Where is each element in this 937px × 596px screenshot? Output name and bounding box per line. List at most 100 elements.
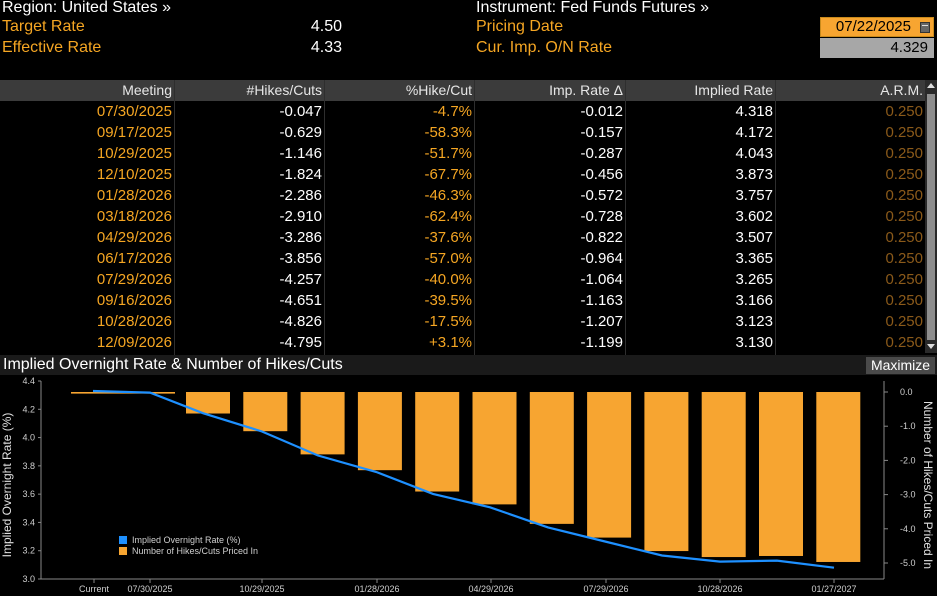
cell-imp-rate-delta: -1.207 xyxy=(580,313,623,330)
hikes-cuts-bar xyxy=(701,392,746,558)
col-implied-rate[interactable]: Implied Rate xyxy=(694,82,773,98)
hikes-cuts-bar xyxy=(587,392,632,538)
col-imp-rate-delta[interactable]: Imp. Rate Δ xyxy=(549,82,623,98)
pricing-date-label: Pricing Date xyxy=(476,18,564,35)
cell-imp-rate-delta: -0.012 xyxy=(580,103,623,120)
y-tick-label: 3.0 xyxy=(22,574,35,584)
instrument-selector[interactable]: Instrument: Fed Funds Futures » xyxy=(476,0,709,16)
cell-pct-hike-cut: -62.4% xyxy=(424,208,472,225)
y2-tick-label: -3.0 xyxy=(900,490,916,500)
maximize-button[interactable]: Maximize xyxy=(866,357,935,374)
y2-tick-label: -1.0 xyxy=(900,421,916,431)
cell-implied-rate: 3.365 xyxy=(735,250,773,267)
cell-pct-hike-cut: -67.7% xyxy=(424,166,472,183)
y2-tick-label: -2.0 xyxy=(900,455,916,465)
table-grid-lines xyxy=(174,80,776,355)
cell-pct-hike-cut: -46.3% xyxy=(424,187,472,204)
table-row[interactable]: 04/29/2026 -3.286 -37.6% -0.822 3.507 0.250 xyxy=(0,227,925,248)
col-arm[interactable]: A.R.M. xyxy=(880,82,923,98)
y2-tick-label: -4.0 xyxy=(900,524,916,534)
table-row[interactable]: 06/17/2026 -3.856 -57.0% -0.964 3.365 0.250 xyxy=(0,248,925,269)
table-row[interactable]: 07/29/2026 -4.257 -40.0% -1.064 3.265 0.250 xyxy=(0,269,925,290)
cell-arm: 0.250 xyxy=(885,271,923,288)
col-pct-hike-cut[interactable]: %Hike/Cut xyxy=(405,82,472,98)
cell-pct-hike-cut: -40.0% xyxy=(424,271,472,288)
cell-hikes-cuts: -3.286 xyxy=(279,229,322,246)
cell-meeting: 06/17/2026 xyxy=(96,250,172,267)
table-scrollbar[interactable] xyxy=(925,80,937,353)
x-tick-label: 01/28/2026 xyxy=(354,584,399,594)
table-row[interactable]: 07/30/2025 -0.047 -4.7% -0.012 4.318 0.250 xyxy=(0,101,925,122)
cell-pct-hike-cut: -4.7% xyxy=(432,103,472,120)
region-selector[interactable]: Region: United States » xyxy=(2,0,171,16)
cell-imp-rate-delta: -0.157 xyxy=(580,124,623,141)
hikes-cuts-bar xyxy=(300,392,345,455)
pricing-date-value: 07/22/2025 xyxy=(835,18,911,35)
col-hikes-cuts[interactable]: #Hikes/Cuts xyxy=(246,82,322,98)
y-tick-label: 3.8 xyxy=(22,461,35,471)
effective-rate-value: 4.33 xyxy=(310,39,342,56)
table-row[interactable]: 09/16/2026 -4.651 -39.5% -1.163 3.166 0.250 xyxy=(0,290,925,311)
table-body: 07/30/2025 -0.047 -4.7% -0.012 4.318 0.250 09/… xyxy=(0,101,925,353)
table-row[interactable]: 10/29/2025 -1.146 -51.7% -0.287 4.043 0.250 xyxy=(0,143,925,164)
cell-imp-rate-delta: -0.964 xyxy=(580,250,623,267)
cell-hikes-cuts: -4.826 xyxy=(279,313,322,330)
cell-arm: 0.250 xyxy=(885,103,923,120)
hikes-cuts-bar xyxy=(816,392,861,562)
table-row[interactable]: 01/28/2026 -2.286 -46.3% -0.572 3.757 0.250 xyxy=(0,185,925,206)
cell-imp-rate-delta: -1.163 xyxy=(580,292,623,309)
table-row[interactable]: 12/10/2025 -1.824 -67.7% -0.456 3.873 0.250 xyxy=(0,164,925,185)
cell-pct-hike-cut: -58.3% xyxy=(424,124,472,141)
cell-pct-hike-cut: -57.0% xyxy=(424,250,472,267)
cell-hikes-cuts: -4.795 xyxy=(279,334,322,351)
cell-arm: 0.250 xyxy=(885,292,923,309)
cell-imp-rate-delta: -1.064 xyxy=(580,271,623,288)
cell-hikes-cuts: -1.824 xyxy=(279,166,322,183)
cell-pct-hike-cut: -37.6% xyxy=(424,229,472,246)
y-axis-title: Implied Overnight Rate (%) xyxy=(0,413,14,558)
scroll-down-icon[interactable] xyxy=(927,344,935,349)
cell-imp-rate-delta: -0.728 xyxy=(580,208,623,225)
cell-meeting: 12/10/2025 xyxy=(96,166,172,183)
cell-hikes-cuts: -4.651 xyxy=(279,292,322,309)
cell-meeting: 10/28/2026 xyxy=(96,313,172,330)
cell-imp-rate-delta: -0.822 xyxy=(580,229,623,246)
cell-arm: 0.250 xyxy=(885,229,923,246)
cell-arm: 0.250 xyxy=(885,124,923,141)
cell-arm: 0.250 xyxy=(885,334,923,351)
scroll-thumb[interactable] xyxy=(927,94,935,340)
table-row[interactable]: 10/28/2026 -4.826 -17.5% -1.207 3.123 0.250 xyxy=(0,311,925,332)
target-rate-value: 4.50 xyxy=(310,18,342,35)
hikes-cuts-bar xyxy=(186,392,230,414)
cell-implied-rate: 3.507 xyxy=(735,229,773,246)
x-tick-label: 07/29/2026 xyxy=(583,584,628,594)
cell-meeting: 04/29/2026 xyxy=(96,229,172,246)
target-rate-label: Target Rate xyxy=(2,18,85,35)
scroll-up-icon[interactable] xyxy=(927,83,935,88)
col-meeting[interactable]: Meeting xyxy=(122,82,172,98)
hikes-cuts-bar xyxy=(472,392,517,505)
cell-meeting: 03/18/2026 xyxy=(96,208,172,225)
y-tick-label: 4.0 xyxy=(22,433,35,443)
calendar-icon[interactable] xyxy=(920,22,930,33)
cell-meeting: 09/17/2025 xyxy=(96,124,172,141)
cell-implied-rate: 4.043 xyxy=(735,145,773,162)
cell-implied-rate: 3.265 xyxy=(735,271,773,288)
cell-meeting: 10/29/2025 xyxy=(96,145,172,162)
cell-arm: 0.250 xyxy=(885,145,923,162)
table-row[interactable]: 03/18/2026 -2.910 -62.4% -0.728 3.602 0.250 xyxy=(0,206,925,227)
hikes-cuts-bar xyxy=(529,392,574,524)
cell-implied-rate: 3.873 xyxy=(735,166,773,183)
cell-imp-rate-delta: -0.456 xyxy=(580,166,623,183)
table-row[interactable]: 12/09/2026 -4.795 +3.1% -1.199 3.130 0.250 xyxy=(0,332,925,353)
pricing-date-field[interactable]: 07/22/2025 xyxy=(820,17,934,37)
y-tick-label: 4.4 xyxy=(22,376,35,386)
hikes-cuts-bar xyxy=(357,392,402,471)
hikes-cuts-bar xyxy=(243,392,288,432)
table-row[interactable]: 09/17/2025 -0.629 -58.3% -0.157 4.172 0.250 xyxy=(0,122,925,143)
chart-title: Implied Overnight Rate & Number of Hikes… xyxy=(3,356,343,373)
cell-implied-rate: 3.602 xyxy=(735,208,773,225)
cur-imp-rate-field[interactable]: 4.329 xyxy=(820,38,934,58)
y-tick-label: 4.2 xyxy=(22,404,35,414)
cell-hikes-cuts: -2.286 xyxy=(279,187,322,204)
